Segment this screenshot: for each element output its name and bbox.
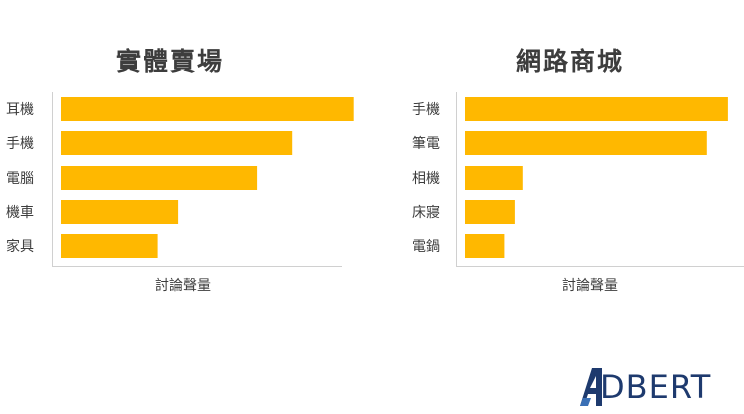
logo-a-mark-icon [580, 368, 602, 406]
category-label: 筆電 [412, 136, 440, 152]
bar-1-2 [61, 131, 293, 155]
bar-2-5 [465, 234, 505, 258]
bar-2-3 [465, 166, 523, 190]
x-axis-label: 討論聲量 [562, 277, 618, 294]
bar-2-4 [465, 200, 515, 224]
logo-text: DBERT [600, 368, 712, 406]
bar-1-3 [61, 166, 258, 190]
category-label: 電鍋 [412, 239, 440, 255]
category-label: 相機 [412, 171, 440, 187]
category-label: 耳機 [6, 102, 34, 118]
category-label: 手機 [6, 136, 34, 152]
bar-2-1 [465, 97, 728, 121]
category-label: 家具 [6, 238, 34, 255]
adbert-logo: DBERT [576, 364, 744, 410]
bar-1-1 [61, 97, 354, 121]
chart-title-online-mall: 網路商城 [515, 47, 624, 76]
bar-1-5 [61, 234, 158, 258]
category-label: 電腦 [6, 171, 34, 187]
category-label: 手機 [412, 102, 440, 118]
x-axis-label: 討論聲量 [155, 277, 211, 294]
bar-2-2 [465, 131, 707, 155]
chart-title-physical-store: 實體賣場 [115, 47, 224, 76]
bar-1-4 [61, 200, 179, 224]
category-label: 床寢 [412, 205, 440, 221]
category-label: 機車 [6, 204, 34, 221]
